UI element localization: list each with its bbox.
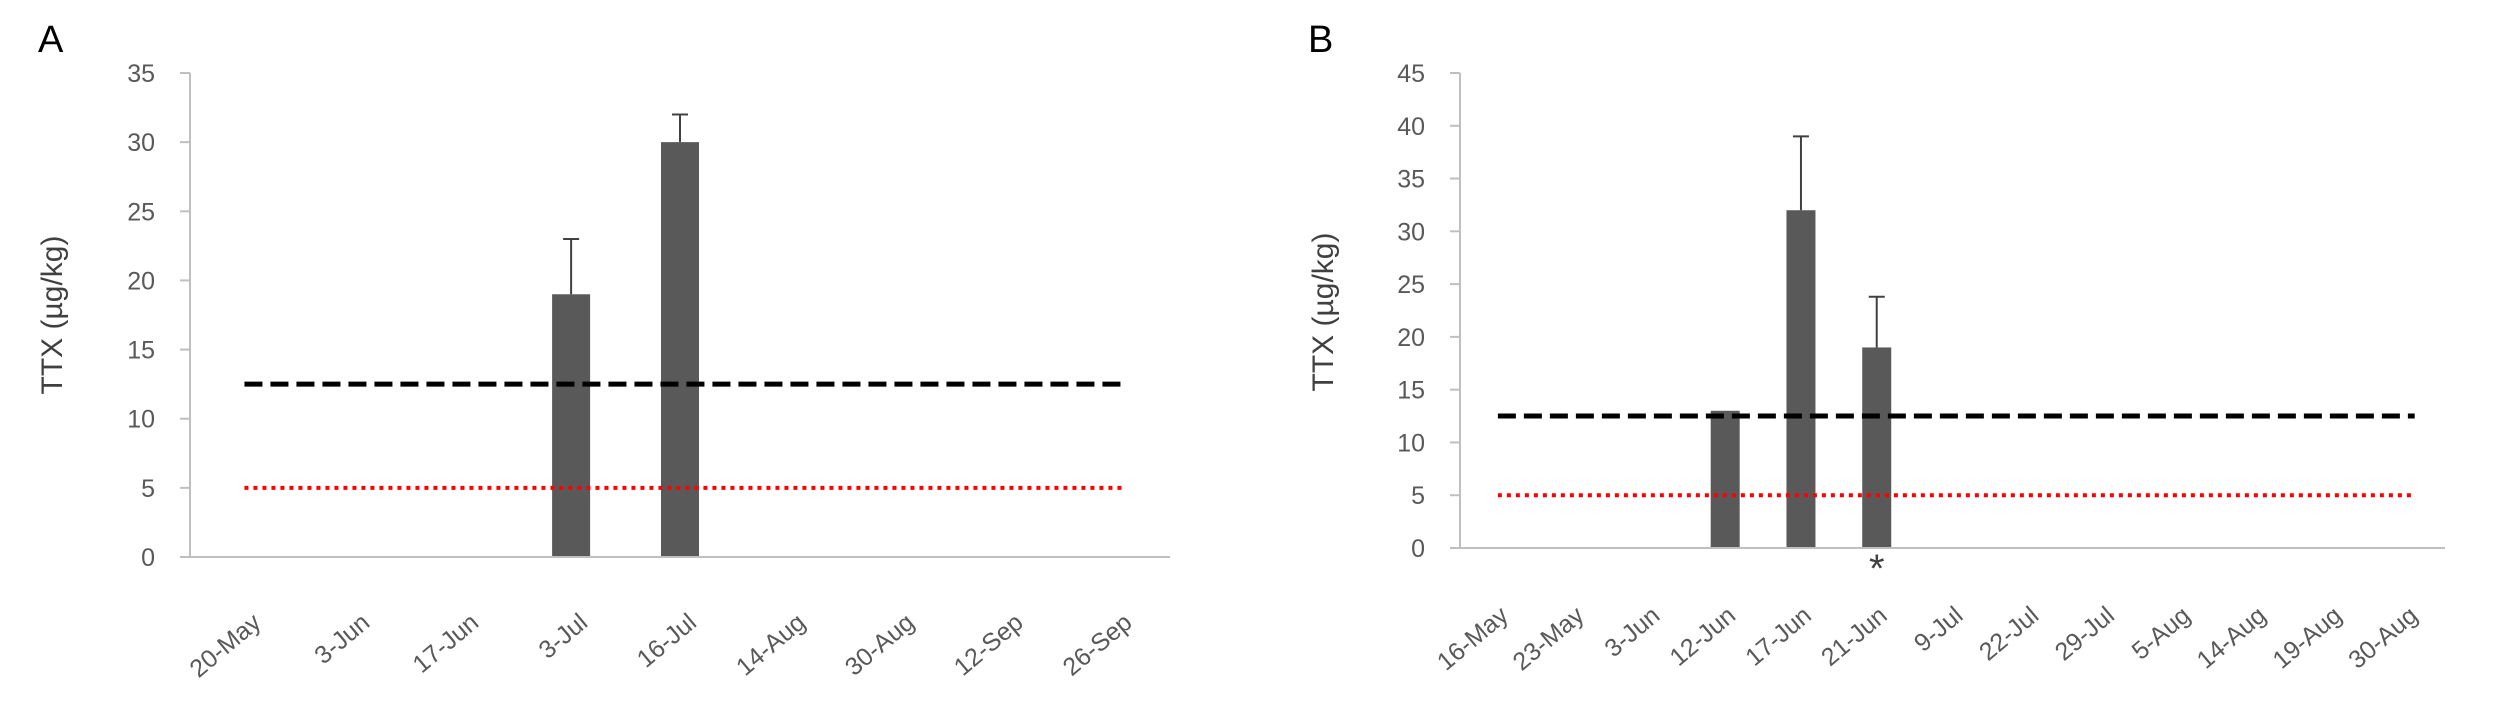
- y-tick-label: 15: [1397, 377, 1425, 405]
- y-tick-label: 45: [1397, 60, 1425, 88]
- y-tick-label: 20: [1397, 324, 1425, 352]
- x-tick-label: 30-Aug: [840, 608, 920, 681]
- y-tick-label: 10: [1397, 429, 1425, 457]
- y-tick-label: 5: [1411, 482, 1425, 510]
- bar-21-Jun: [1862, 347, 1892, 548]
- x-tick-label: 30-Aug: [2343, 601, 2423, 674]
- y-tick-label: 0: [141, 544, 155, 572]
- x-tick-label: 3-Jun: [1599, 601, 1665, 663]
- y-axis-label: TTX (µg/kg): [1307, 233, 1340, 392]
- x-tick-label: 12-Jun: [1664, 601, 1741, 672]
- y-tick-label: 15: [127, 337, 155, 365]
- x-tick-label: 22-Jul: [1974, 601, 2044, 666]
- x-tick-label: 21-Jun: [1816, 601, 1893, 672]
- bar-16-Jul: [661, 142, 699, 557]
- y-tick-label: 10: [127, 406, 155, 434]
- x-tick-label: 17-Jun: [1740, 601, 1817, 672]
- y-tick-label: 20: [127, 267, 155, 295]
- x-tick-label: 23-May: [1508, 601, 1590, 676]
- x-tick-label: 19-Aug: [2267, 601, 2347, 674]
- y-tick-label: 35: [1397, 166, 1425, 194]
- y-tick-label: 5: [141, 475, 155, 503]
- x-tick-label: 9-Jul: [1909, 601, 1969, 657]
- bar-12-Jun: [1710, 410, 1740, 548]
- x-tick-label: 16-Jul: [632, 608, 702, 673]
- x-tick-label: 3-Jun: [309, 608, 375, 670]
- significance-asterisk: *: [1869, 547, 1885, 591]
- x-tick-label: 17-Jun: [408, 608, 485, 679]
- y-tick-label: 30: [1397, 218, 1425, 246]
- panel-label: A: [38, 19, 64, 61]
- bar-3-Jul: [552, 294, 591, 557]
- x-tick-label: 14-Aug: [731, 608, 811, 681]
- x-tick-label: 3-Jul: [533, 608, 593, 664]
- x-tick-label: 5-Aug: [2127, 601, 2196, 665]
- bar-17-Jun: [1786, 210, 1816, 548]
- y-tick-label: 40: [1397, 113, 1425, 141]
- x-tick-label: 14-Aug: [2192, 601, 2272, 674]
- chart-panel-b: B TTX (µg/kg) 0 5 10 15 20 25 30 35 40 45 16-May23-M…: [1307, 19, 2445, 676]
- x-tick-label: 26-Sep: [1058, 608, 1138, 681]
- x-tick-label: 29-Jul: [2050, 601, 2120, 666]
- y-axis-label: TTX (µg/kg): [36, 236, 69, 395]
- y-tick-label: 25: [127, 198, 155, 226]
- x-tick-label: 12-Sep: [949, 608, 1029, 681]
- chart-panel-a: A TTX (µg/kg) 0 5 10 15 20 25 30 35 20-May 3-Jun 17-…: [36, 19, 1170, 683]
- x-tick-label: 20-May: [184, 608, 266, 683]
- y-tick-label: 25: [1397, 271, 1425, 299]
- panel-label: B: [1308, 19, 1333, 61]
- x-tick-label: 16-May: [1432, 601, 1514, 676]
- y-tick-label: 35: [127, 60, 155, 88]
- y-tick-label: 0: [1411, 535, 1425, 563]
- y-tick-label: 30: [127, 129, 155, 157]
